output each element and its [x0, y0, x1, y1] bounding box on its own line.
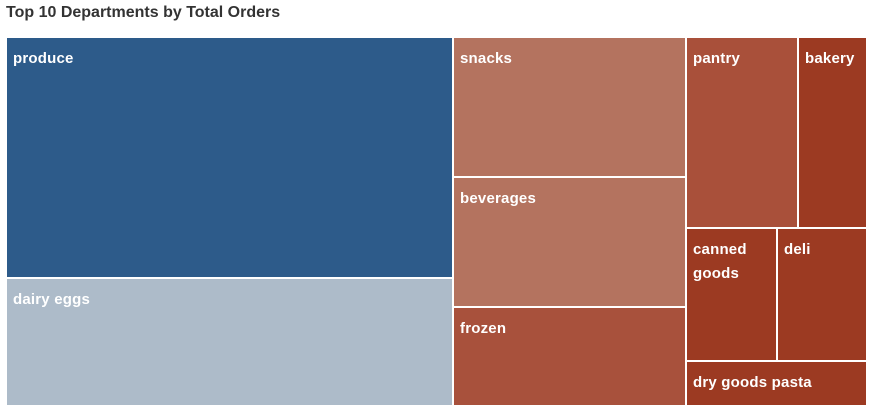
- treemap-tile-label: dairy eggs: [13, 291, 91, 308]
- treemap-tile-dry-goods-pasta[interactable]: dry goods pasta: [686, 361, 867, 406]
- treemap-tile-label: canned goods: [693, 241, 747, 282]
- treemap-tile-label: snacks: [460, 50, 513, 67]
- treemap-tile-pantry[interactable]: pantry: [686, 37, 798, 228]
- treemap-tile-canned-goods[interactable]: canned goods: [686, 228, 777, 361]
- treemap-tile-produce[interactable]: produce: [6, 37, 453, 278]
- treemap-tile-label: frozen: [460, 320, 507, 337]
- treemap-tile-label: bakery: [805, 50, 855, 67]
- treemap-tile-label: dry goods pasta: [693, 374, 812, 391]
- treemap-tile-label: pantry: [693, 50, 741, 67]
- treemap-tile-frozen[interactable]: frozen: [453, 307, 686, 406]
- treemap-tile-beverages[interactable]: beverages: [453, 177, 686, 307]
- treemap-tile-dairy-eggs[interactable]: dairy eggs: [6, 278, 453, 406]
- chart-title: Top 10 Departments by Total Orders: [6, 4, 281, 21]
- treemap-tile-label: produce: [13, 50, 74, 67]
- treemap-tile-bakery[interactable]: bakery: [798, 37, 867, 228]
- treemap-tile-label: deli: [784, 241, 811, 258]
- treemap-tile-label: beverages: [460, 190, 537, 207]
- treemap-tile-deli[interactable]: deli: [777, 228, 867, 361]
- treemap-tile-snacks[interactable]: snacks: [453, 37, 686, 177]
